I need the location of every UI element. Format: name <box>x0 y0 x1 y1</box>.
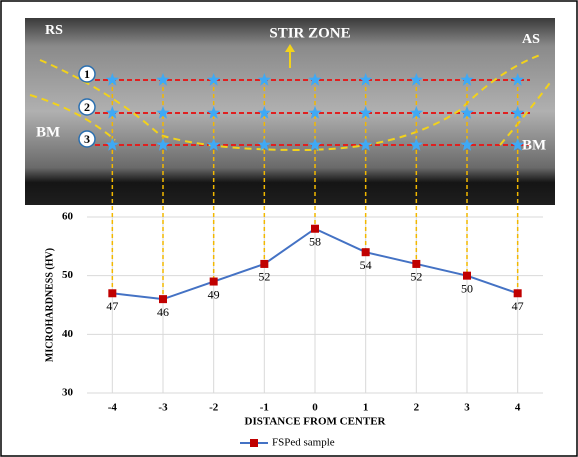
legend-label: FSPed sample <box>272 437 335 449</box>
point <box>311 225 319 233</box>
data-label: 47 <box>512 299 524 313</box>
data-label: 47 <box>106 299 118 313</box>
data-label: 50 <box>461 281 473 295</box>
point <box>108 289 116 297</box>
y-tick-label: 40 <box>62 328 74 340</box>
x-tick-label: -1 <box>260 402 269 414</box>
x-tick-label: 4 <box>515 402 521 414</box>
x-tick-label: -4 <box>108 402 118 414</box>
row-number: 3 <box>84 132 90 146</box>
y-tick-label: 50 <box>62 269 74 281</box>
point <box>260 260 268 268</box>
legend-marker <box>250 439 258 447</box>
y-axis-title: MICROHARDNESS (HV) <box>44 248 55 362</box>
data-label: 46 <box>157 305 169 319</box>
point <box>412 260 420 268</box>
side-label: AS <box>522 32 540 47</box>
x-tick-label: -2 <box>209 402 219 414</box>
point <box>362 248 370 256</box>
x-tick-label: -3 <box>158 402 168 414</box>
row-number: 2 <box>84 100 90 114</box>
x-tick-label: 1 <box>363 402 369 414</box>
row-number: 1 <box>84 67 90 81</box>
y-tick-label: 60 <box>62 211 74 223</box>
point <box>210 278 218 286</box>
bm-label: BM <box>522 137 546 153</box>
x-tick-label: 2 <box>414 402 420 414</box>
data-label: 52 <box>258 270 270 284</box>
x-tick-label: 3 <box>464 402 470 414</box>
figure: RS STIR ZONE AS BM BM 12330405060-4-3-2-… <box>0 0 578 457</box>
x-tick-label: 0 <box>312 402 318 414</box>
side-label: RS <box>45 23 63 38</box>
point <box>514 289 522 297</box>
point <box>159 295 167 303</box>
data-label: 49 <box>208 287 220 301</box>
bm-label: BM <box>36 124 60 140</box>
point <box>463 272 471 280</box>
x-axis-title: DISTANCE FROM CENTER <box>245 416 387 428</box>
data-label: 54 <box>360 258 372 272</box>
y-tick-label: 30 <box>62 387 74 399</box>
data-label: 58 <box>309 234 321 248</box>
zone-label: STIR ZONE <box>269 25 350 41</box>
data-label: 52 <box>410 270 422 284</box>
